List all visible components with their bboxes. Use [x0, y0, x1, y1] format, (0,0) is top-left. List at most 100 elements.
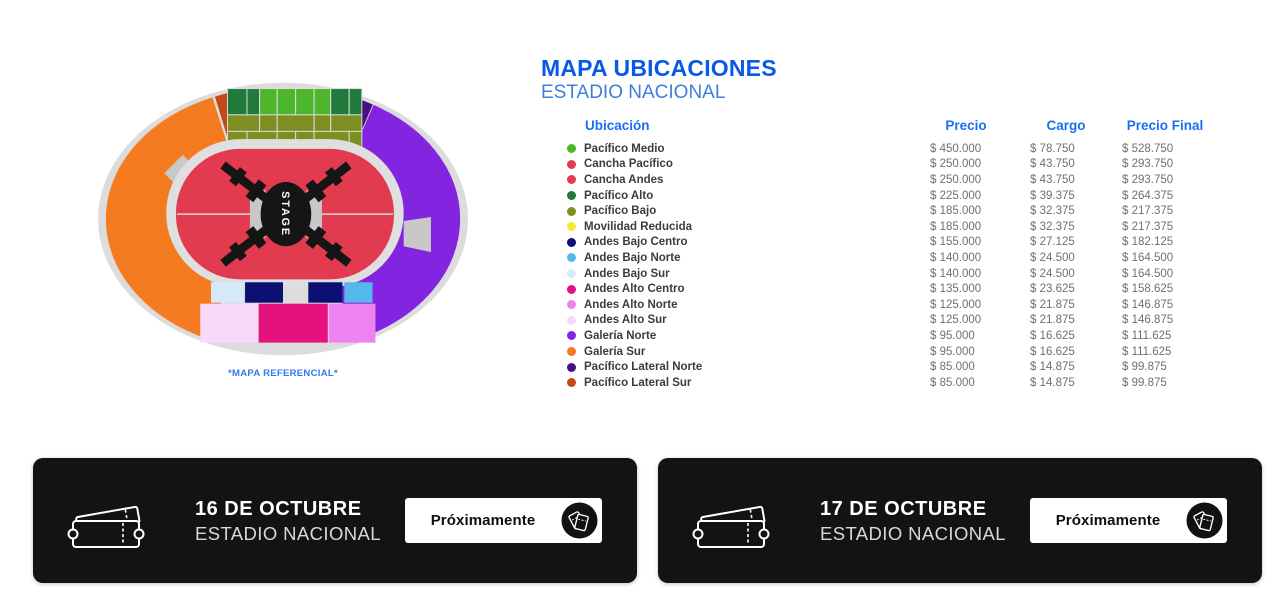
cargo-value: $ 16.625	[1030, 345, 1075, 358]
precio-final-value: $ 146.875	[1122, 314, 1174, 327]
column-header-precio-final: Precio Final	[1126, 118, 1204, 133]
precio-final-value: $ 146.875	[1122, 298, 1174, 311]
stage-arm-bottom-left	[220, 220, 277, 267]
precio-value: $ 85.000	[930, 361, 975, 374]
table-row: Andes Alto Sur $ 125.000 $ 21.875 $ 146.…	[565, 313, 1261, 329]
precio-final-value: $ 182.125	[1122, 236, 1174, 249]
cargo-value: $ 43.750	[1030, 158, 1075, 171]
precio-final-value: $ 264.375	[1122, 189, 1174, 202]
section-color-dot	[567, 315, 576, 325]
cargo-value: $ 24.500	[1030, 251, 1075, 264]
precio-final-value: $ 164.500	[1122, 267, 1174, 280]
section-label: Cancha Pacífico	[584, 158, 673, 171]
info-column: MAPA UBICACIONES ESTADIO NACIONAL Ubicac…	[541, 55, 1261, 391]
event-date: 16 DE OCTUBRE	[195, 497, 362, 520]
precio-final-value: $ 99.875	[1122, 376, 1167, 389]
page-subtitle: ESTADIO NACIONAL	[541, 82, 726, 103]
cargo-value: $ 21.875	[1030, 298, 1075, 311]
section-label: Cancha Andes	[584, 173, 664, 186]
section-color-dot	[567, 206, 576, 216]
section-color-dot	[567, 331, 576, 341]
event-text: 17 DE OCTUBRE ESTADIO NACIONAL	[820, 497, 1006, 545]
tickets-circle-icon	[561, 502, 598, 539]
cargo-value: $ 14.875	[1030, 376, 1075, 389]
proximamente-button[interactable]: Próximamente	[405, 498, 602, 543]
ticket-icon	[692, 505, 770, 548]
table-row: Andes Bajo Sur $ 140.000 $ 24.500 $ 164.…	[565, 266, 1261, 282]
precio-value: $ 155.000	[930, 236, 982, 249]
section-color-dot	[567, 237, 576, 247]
section-color-dot	[567, 222, 576, 232]
section-label: Galería Sur	[584, 345, 646, 358]
stage-arm-top-right	[295, 161, 352, 208]
precio-value: $ 225.000	[930, 189, 982, 202]
stadium-map: STAGE	[98, 82, 468, 356]
event-text: 16 DE OCTUBRE ESTADIO NACIONAL	[195, 497, 381, 545]
stage-platform	[260, 182, 312, 247]
cargo-value: $ 39.375	[1030, 189, 1075, 202]
precio-value: $ 135.000	[930, 283, 982, 296]
stadium-map-section: STAGE *MAPA REFERENCIAL*	[85, 73, 481, 379]
section-label: Pacífico Medio	[584, 142, 665, 155]
section-color-dot	[567, 300, 576, 310]
precio-value: $ 185.000	[930, 205, 982, 218]
proximamente-label: Próximamente	[1055, 512, 1161, 529]
table-row: Pacífico Bajo $ 185.000 $ 32.375 $ 217.3…	[565, 203, 1261, 219]
section-label: Andes Alto Norte	[584, 298, 678, 311]
table-row: Pacífico Alto $ 225.000 $ 39.375 $ 264.3…	[565, 188, 1261, 204]
section-label: Andes Alto Sur	[584, 314, 667, 327]
stage-arm-top-left	[220, 161, 277, 208]
table-row: Pacífico Lateral Norte $ 85.000 $ 14.875…	[565, 359, 1261, 375]
section-label: Andes Alto Centro	[584, 283, 685, 296]
precio-final-value: $ 528.750	[1122, 142, 1174, 155]
proximamente-label: Próximamente	[430, 512, 536, 529]
proximamente-button[interactable]: Próximamente	[1030, 498, 1227, 543]
table-row: Cancha Pacífico $ 250.000 $ 43.750 $ 293…	[565, 157, 1261, 173]
event-card-oct-17[interactable]: 17 DE OCTUBRE ESTADIO NACIONAL Próximame…	[658, 458, 1262, 583]
table-row: Andes Alto Norte $ 125.000 $ 21.875 $ 14…	[565, 297, 1261, 313]
section-color-dot	[567, 362, 576, 372]
price-table: Ubicación Precio Cargo Precio Final Pací…	[565, 118, 1261, 391]
precio-value: $ 125.000	[930, 314, 982, 327]
event-venue: ESTADIO NACIONAL	[820, 522, 1006, 544]
precio-value: $ 450.000	[930, 142, 982, 155]
precio-value: $ 185.000	[930, 220, 982, 233]
table-row: Andes Bajo Norte $ 140.000 $ 24.500 $ 16…	[565, 250, 1261, 266]
entrance-wedge-right	[403, 217, 431, 253]
table-row: Pacífico Lateral Sur $ 85.000 $ 14.875 $…	[565, 375, 1261, 391]
column-header-ubicacion: Ubicación	[585, 118, 650, 133]
precio-final-value: $ 217.375	[1122, 220, 1174, 233]
cargo-value: $ 32.375	[1030, 205, 1075, 218]
section-color-dot	[567, 253, 576, 263]
cargo-value: $ 16.625	[1030, 329, 1075, 342]
section-color-dot	[567, 378, 576, 388]
event-card-oct-16[interactable]: 16 DE OCTUBRE ESTADIO NACIONAL Próximame…	[33, 458, 637, 583]
table-row: Galería Sur $ 95.000 $ 16.625 $ 111.625	[565, 344, 1261, 360]
cargo-value: $ 24.500	[1030, 267, 1075, 280]
section-label: Andes Bajo Centro	[584, 236, 688, 249]
table-body: Pacífico Medio $ 450.000 $ 78.750 $ 528.…	[565, 141, 1261, 391]
map-section-andes-blocks	[200, 282, 376, 343]
precio-final-value: $ 158.625	[1122, 283, 1174, 296]
cargo-value: $ 32.375	[1030, 220, 1075, 233]
section-label: Movilidad Reducida	[584, 220, 692, 233]
stage-arm-bottom-right	[295, 220, 352, 267]
table-row: Movilidad Reducida $ 185.000 $ 32.375 $ …	[565, 219, 1261, 235]
cargo-value: $ 78.750	[1030, 142, 1075, 155]
section-label: Pacífico Bajo	[584, 205, 657, 218]
table-header: Ubicación Precio Cargo Precio Final	[565, 118, 1261, 133]
ticket-icon	[67, 505, 145, 548]
precio-value: $ 85.000	[930, 376, 975, 389]
column-header-precio: Precio	[945, 118, 987, 133]
section-color-dot	[567, 347, 576, 357]
section-color-dot	[567, 269, 576, 279]
section-label: Pacífico Lateral Sur	[584, 376, 692, 389]
section-label: Andes Bajo Norte	[584, 251, 681, 264]
section-label: Galería Norte	[584, 329, 657, 342]
map-caption: *MAPA REFERENCIAL*	[228, 368, 338, 379]
precio-value: $ 125.000	[930, 298, 982, 311]
precio-final-value: $ 164.500	[1122, 251, 1174, 264]
event-venue: ESTADIO NACIONAL	[195, 522, 381, 544]
cargo-value: $ 27.125	[1030, 236, 1075, 249]
section-color-dot	[567, 175, 576, 185]
